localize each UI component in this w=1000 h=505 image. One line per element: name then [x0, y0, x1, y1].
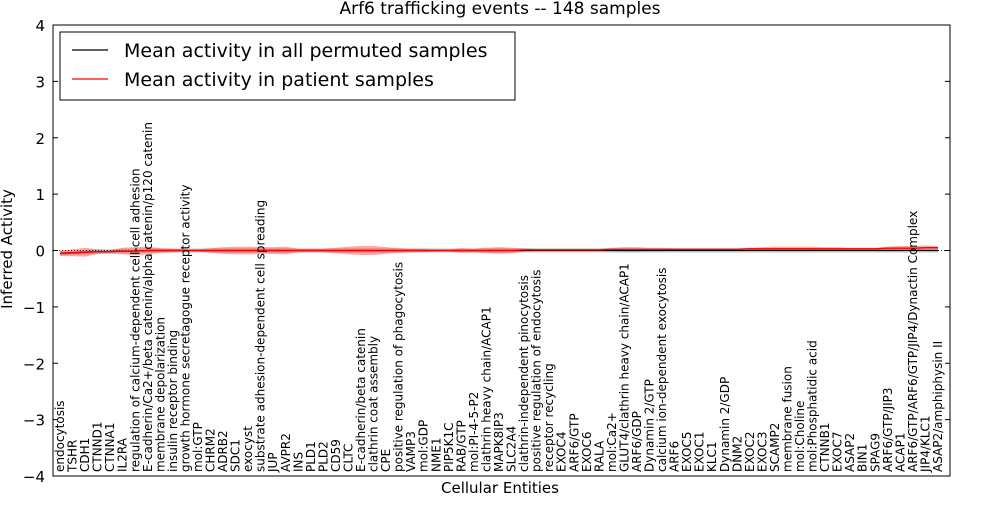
- category-label: CTNND1: [91, 421, 105, 472]
- category-label: exocyst: [241, 426, 255, 472]
- category-label: CTNNA1: [103, 422, 117, 472]
- legend-label-patient: Mean activity in patient samples: [124, 69, 434, 91]
- category-label: KLC1: [705, 441, 719, 472]
- category-label: ASAP2/amphiphysin II: [931, 341, 945, 472]
- category-label: VAMP3: [404, 431, 418, 472]
- y-tick-label: 0: [35, 243, 45, 261]
- category-label: ARF6/GTP/ARF6/GTP/JIP4/Dynactin Complex: [906, 211, 920, 472]
- y-axis-label: Inferred Activity: [0, 189, 16, 309]
- category-label: SCAMP2: [768, 423, 782, 472]
- category-label: clathrin heavy chain/ACAP1: [480, 306, 494, 472]
- category-label: mol:PI-4-5-P2: [467, 392, 481, 472]
- category-label: mol:Ca2+: [605, 412, 619, 472]
- category-label: clathrin-independent pinocytosis: [517, 275, 531, 472]
- category-label: mol:Choline: [793, 401, 807, 472]
- y-tick-label: 3: [35, 73, 45, 91]
- category-label: membrane fusion: [781, 366, 795, 472]
- category-label: positive regulation of phagocytosis: [392, 262, 406, 472]
- y-tick-label: −1: [23, 299, 45, 317]
- category-label: ARF6/GTP: [567, 413, 581, 472]
- category-label: EXOC7: [831, 432, 845, 473]
- category-label: EXOC5: [680, 432, 694, 473]
- category-label: SDC1: [229, 439, 243, 472]
- y-tick-label: −4: [23, 468, 45, 486]
- chart-title: Arf6 trafficking events -- 148 samples: [339, 0, 660, 19]
- category-label: ADRB2: [216, 430, 230, 472]
- category-label: ARF6: [668, 441, 682, 472]
- category-label: Dynamin 2/GDP: [718, 377, 732, 472]
- y-tick-label: 2: [35, 130, 45, 148]
- category-label: E-cadherin/Ca2+/beta catenin/alpha caten…: [141, 122, 155, 472]
- category-label: EXOC3: [755, 432, 769, 473]
- category-label: regulation of calcium-dependent cell-cel…: [128, 168, 142, 472]
- category-label: TSHR: [66, 440, 80, 473]
- category-label: positive regulation of endocytosis: [530, 269, 544, 472]
- category-label: JIP4/KLC1: [919, 415, 933, 473]
- category-label: INS: [291, 452, 305, 472]
- category-label: endocytosis: [53, 400, 67, 472]
- category-label: receptor recycling: [542, 363, 556, 472]
- category-label: E-cadherin/beta catenin: [354, 328, 368, 472]
- category-label: ARF6/GDP: [630, 411, 644, 472]
- legend: Mean activity in all permuted samples Me…: [59, 31, 516, 101]
- category-label: JUP: [266, 452, 280, 473]
- category-label: growth hormone secretagogue receptor act…: [178, 185, 192, 472]
- category-label: IL2RA: [116, 437, 130, 472]
- plot-area: [53, 245, 950, 257]
- category-label: ASAP2: [843, 433, 857, 472]
- y-tick-label: −2: [23, 355, 45, 373]
- category-label: mol:Phosphatidic acid: [806, 340, 820, 472]
- category-label: clathrin coat assembly: [367, 336, 381, 472]
- legend-label-permuted: Mean activity in all permuted samples: [124, 40, 487, 62]
- category-label: CPE: [379, 449, 393, 472]
- category-label: calcium ion-dependent exocytosis: [655, 268, 669, 473]
- category-label: SLC2A4: [505, 426, 519, 472]
- y-axis-ticks: 4 3 2 1 0 −1 −2 −3 −4: [23, 17, 950, 486]
- plot-frame: [52, 24, 951, 477]
- category-label: EXOC1: [693, 432, 707, 473]
- category-label: mol:GDP: [417, 420, 431, 472]
- category-label: EXOC2: [743, 432, 757, 473]
- y-tick-label: 1: [35, 186, 45, 204]
- category-label: membrane depolarization: [153, 317, 167, 472]
- category-label: NME1: [429, 437, 443, 472]
- category-label: substrate adhesion-dependent cell spread…: [254, 200, 268, 472]
- y-tick-label: 4: [35, 17, 45, 35]
- series-line-patient: [59, 247, 938, 254]
- category-label: GLUT4/clathrin heavy chain/ACAP1: [617, 263, 631, 472]
- category-label: CHRM2: [204, 428, 218, 472]
- x-axis-label: Cellular Entities: [441, 479, 559, 497]
- category-label: AVPR2: [279, 433, 293, 472]
- y-tick-label: −3: [23, 412, 45, 430]
- category-label: CDH1: [78, 438, 92, 472]
- category-label: RALA: [592, 440, 606, 472]
- category-label: Dynamin 2/GTP: [643, 379, 657, 472]
- category-label: EXOC4: [555, 432, 569, 473]
- category-label: ACAP1: [893, 433, 907, 472]
- category-label: RAB/GTP: [454, 420, 468, 472]
- category-label: MAPK8IP3: [492, 412, 506, 472]
- category-label: PLD1: [304, 441, 318, 472]
- category-label: PIP5K1C: [442, 422, 456, 472]
- category-label: PLD2: [316, 441, 330, 472]
- legend-box: [59, 31, 516, 101]
- category-label: mol:GTP: [191, 422, 205, 472]
- category-label: DNM2: [730, 436, 744, 472]
- category-label: BIN1: [856, 444, 870, 472]
- category-label: EXOC6: [580, 432, 594, 473]
- category-label: insulin receptor binding: [166, 330, 180, 472]
- category-label: ARF6/GTP/JIP3: [881, 387, 895, 472]
- category-label: CTNNB1: [818, 422, 832, 472]
- category-label: CD59: [329, 439, 343, 472]
- category-labels: endocytosisTSHRCDH1CTNND1CTNNA1IL2RAregu…: [53, 122, 945, 473]
- category-label: SPAG9: [868, 433, 882, 472]
- category-label: CLTC: [342, 444, 356, 472]
